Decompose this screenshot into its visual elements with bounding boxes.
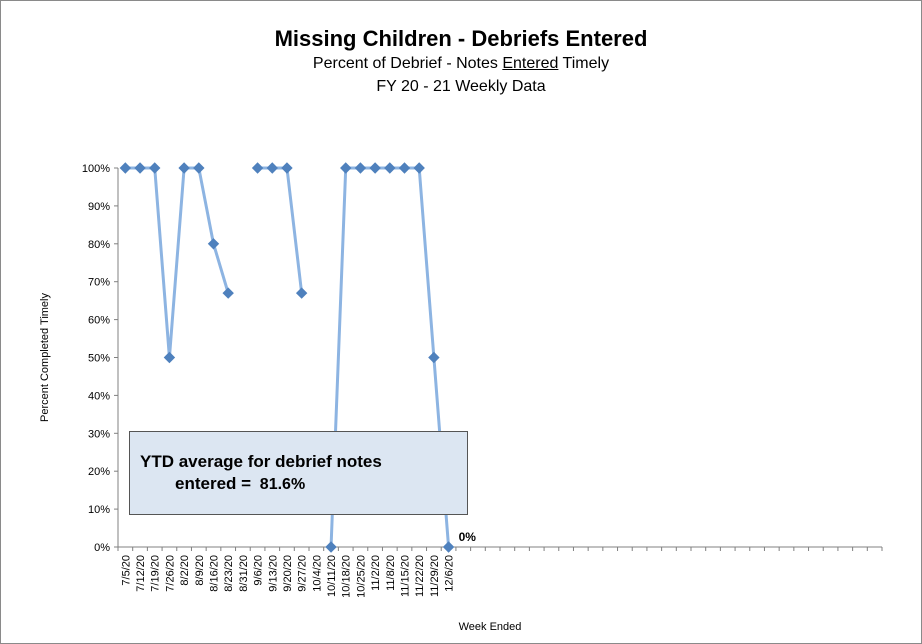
series-line [257,166,304,294]
data-label: 0% [459,530,477,544]
x-tick-label: 8/31/20 [238,555,250,592]
y-tick-label: 70% [88,277,110,289]
data-point [398,162,411,174]
callout-line-2: entered = 81.6% [175,474,305,494]
ytd-average-callout: YTD average for debrief notes entered = … [129,431,468,515]
y-tick-label: 30% [88,428,110,440]
chart-subtitle: Percent of Debrief - Notes Entered Timel… [0,55,922,73]
data-point [295,287,308,299]
data-point [222,287,234,299]
x-tick-label: 10/25/20 [355,555,367,598]
x-tick-label: 9/13/20 [267,555,279,592]
x-tick-label: 7/12/20 [135,555,147,592]
y-tick-label: 40% [88,390,110,402]
data-point [281,162,293,174]
x-tick-label: 11/2/20 [370,555,382,591]
data-point [193,162,205,174]
x-tick-label: 12/6/20 [444,555,456,592]
x-tick-label: 10/11/20 [326,555,338,597]
y-tick-label: 0% [94,542,110,554]
x-tick-label: 9/6/20 [253,555,265,586]
y-tick-label: 90% [88,201,110,213]
data-point [207,238,220,250]
y-tick-label: 20% [88,466,110,478]
x-tick-label: 8/2/20 [179,555,191,586]
x-tick-label: 11/15/20 [400,555,412,597]
data-point [119,162,132,174]
x-tick-label: 8/16/20 [209,555,221,592]
callout-line-1: YTD average for debrief notes [140,452,382,471]
x-tick-label: 10/4/20 [311,555,323,592]
data-point [428,351,440,364]
chart-subtitle-2: FY 20 - 21 Weekly Data [376,78,546,95]
x-axis-label: Week Ended [459,621,522,633]
subtitle-part-2: Entered [502,55,559,72]
x-tick-label: 11/8/20 [385,555,397,591]
data-point [266,162,278,174]
x-tick-label: 7/5/20 [120,555,132,586]
data-point [325,541,337,553]
x-tick-label: 7/19/20 [150,555,162,592]
callout-value: 81.6% [259,476,306,493]
subtitle-part-1: Percent of Debrief - Notes [312,55,503,72]
x-tick-label: 10/18/20 [341,555,353,598]
y-tick-label: 100% [82,163,110,175]
y-tick-label: 60% [88,315,110,327]
data-point [340,162,352,174]
data-point [149,162,161,174]
y-tick-label: 10% [88,504,110,516]
series-line [125,166,230,359]
y-axis-label: Percent Completed Timely [39,293,51,422]
y-tick-label: 50% [88,353,110,365]
subtitle-part-3: Timely [558,55,610,72]
x-tick-label: 8/9/20 [194,555,206,586]
data-point [251,162,264,174]
chart-title: Missing Children - Debriefs Entered [274,26,648,51]
data-point [413,162,425,174]
x-tick-label: 11/29/20 [429,555,441,597]
data-point [134,162,146,174]
data-point [354,162,367,174]
data-point [178,162,190,174]
callout-label: entered = [175,474,252,493]
data-point [163,351,176,364]
x-tick-label: 8/23/20 [223,555,235,592]
x-tick-label: 7/26/20 [164,555,176,592]
x-tick-label: 9/20/20 [282,555,294,592]
data-point [384,162,396,174]
data-point [442,541,455,553]
x-tick-label: 9/27/20 [297,555,309,592]
data-point [369,162,381,174]
y-tick-label: 80% [88,239,110,251]
x-tick-label: 11/22/20 [414,555,426,597]
